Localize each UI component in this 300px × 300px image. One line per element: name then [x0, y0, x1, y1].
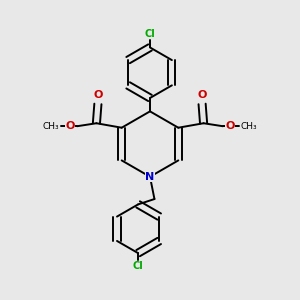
Text: O: O — [225, 121, 235, 131]
Text: O: O — [197, 90, 207, 100]
Text: CH₃: CH₃ — [241, 122, 257, 131]
Text: N: N — [146, 172, 154, 182]
Text: Cl: Cl — [145, 29, 155, 39]
Text: O: O — [65, 121, 75, 131]
Text: CH₃: CH₃ — [43, 122, 59, 131]
Text: O: O — [93, 90, 103, 100]
Text: Cl: Cl — [133, 261, 143, 271]
